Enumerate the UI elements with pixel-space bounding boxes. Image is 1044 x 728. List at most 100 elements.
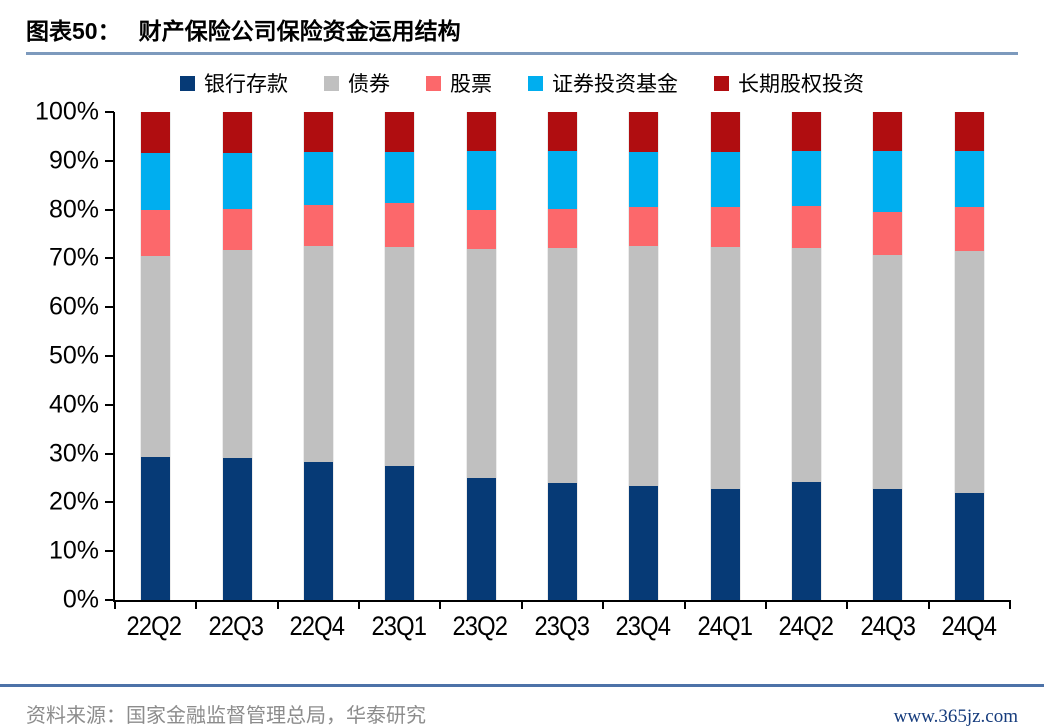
bar-segment [710, 488, 740, 600]
legend-color-swatch [180, 75, 195, 91]
spacer [0, 642, 1044, 684]
bar-segment [629, 207, 659, 247]
stacked-bar [546, 112, 578, 600]
bar-slot [196, 112, 277, 600]
stacked-bar [302, 112, 334, 600]
x-axis-label: 24Q2 [778, 611, 834, 641]
bar-slot [440, 112, 521, 600]
bar-slot [359, 112, 440, 600]
x-axis-tick [764, 600, 767, 609]
y-axis-label: 90% [48, 146, 99, 175]
legend-color-swatch [528, 75, 543, 91]
x-axis-label: 22Q4 [289, 611, 345, 641]
bar-segment [222, 112, 252, 153]
x-axis-tick [602, 600, 605, 609]
bar-segment [710, 206, 740, 247]
legend-label: 债券 [348, 72, 390, 96]
y-axis-label: 20% [48, 487, 99, 516]
legend-item: 债券 [324, 68, 390, 98]
bar-segment [466, 249, 496, 478]
bar-segment [873, 151, 903, 213]
bar-slot [766, 112, 847, 600]
legend-item: 证券投资基金 [528, 68, 678, 98]
y-axis-label: 10% [48, 536, 99, 565]
bar-segment [222, 249, 252, 459]
x-axis-tick [520, 600, 523, 609]
bar-segment [873, 489, 903, 600]
bar-segment [954, 150, 984, 208]
x-axis-tick [195, 600, 198, 609]
bar-segment [710, 112, 740, 153]
figure-title: 财产保险公司保险资金运用结构 [138, 18, 461, 44]
bar-segment [629, 112, 659, 152]
y-axis-tick [105, 159, 114, 162]
y-axis-tick [105, 452, 114, 455]
x-axis-label: 23Q3 [534, 611, 589, 641]
stacked-bar [628, 112, 660, 600]
bar-segment [466, 151, 496, 211]
bar-segment [710, 246, 740, 489]
legend-color-swatch [324, 75, 339, 91]
bar-segment [873, 212, 903, 256]
figure-header: 图表50： 财产保险公司保险资金运用结构 [0, 0, 1044, 55]
x-axis-label: 24Q3 [860, 611, 915, 641]
bar-segment [792, 482, 822, 600]
bar-segment [547, 248, 577, 483]
bar-segment [466, 478, 496, 600]
y-axis-label: 30% [48, 439, 99, 468]
bar-segment [954, 207, 984, 252]
stacked-bar [709, 112, 741, 600]
plot-area: 0% 10% 20% 30% 40% 50% 60% 70% 80% 90% 100% [35, 98, 1011, 614]
y-axis-tick [105, 111, 114, 113]
x-axis-tick [439, 600, 442, 609]
bar-segment [141, 112, 171, 153]
bar-segment [547, 151, 577, 209]
x-axis-tick [276, 600, 279, 609]
bar-slot [685, 112, 766, 600]
chart-legend: 银行存款 债券 股票 证券投资基金 长期股权投资 [180, 68, 864, 98]
figure-title-line: 图表50： 财产保险公司保险资金运用结构 [26, 12, 1018, 46]
stacked-bar [953, 112, 985, 600]
bar-segment [385, 151, 415, 203]
bar-segment [222, 458, 252, 600]
y-axis-label: 80% [48, 195, 99, 224]
figure-number-label: 图表50： [26, 18, 121, 44]
y-axis-tick [105, 257, 114, 260]
y-axis-label: 50% [48, 341, 99, 370]
bar-segment [954, 492, 984, 600]
legend-label: 长期股权投资 [738, 72, 864, 96]
y-axis-label: 40% [48, 390, 99, 419]
legend-item: 银行存款 [180, 68, 288, 98]
bar-segment [141, 256, 171, 458]
legend-label: 股票 [450, 72, 492, 96]
legend-color-swatch [426, 75, 441, 91]
header-divider [26, 52, 1018, 55]
bar-segment [466, 210, 496, 250]
stacked-bar [140, 112, 172, 600]
x-axis-label: 24Q1 [697, 611, 752, 641]
bar-slot [522, 112, 603, 600]
bar-segment [629, 246, 659, 487]
x-axis-label: 22Q3 [208, 611, 263, 641]
stacked-bar [465, 112, 497, 600]
bar-segment [141, 457, 171, 600]
bar-segment [385, 202, 415, 247]
bar-slot [847, 112, 928, 600]
bar-segment [222, 208, 252, 250]
legend-item: 股票 [426, 68, 492, 98]
bar-segment [792, 247, 822, 483]
bar-segment [303, 112, 333, 153]
legend-color-swatch [714, 75, 729, 91]
x-axis-label: 22Q2 [126, 611, 182, 641]
bar-segment [954, 251, 984, 493]
y-axis-tick [105, 550, 114, 553]
watermark-link[interactable]: www.365jz.com [893, 706, 1018, 727]
legend-label: 证券投资基金 [552, 72, 678, 96]
source-note: 资料来源：国家金融监督管理总局，华泰研究 [26, 705, 426, 727]
bar-segment [141, 152, 171, 211]
bar-segment [385, 466, 415, 600]
bar-segment [629, 486, 659, 600]
y-axis-tick [105, 501, 114, 504]
stacked-bar [872, 112, 904, 600]
bar-segment [873, 112, 903, 152]
